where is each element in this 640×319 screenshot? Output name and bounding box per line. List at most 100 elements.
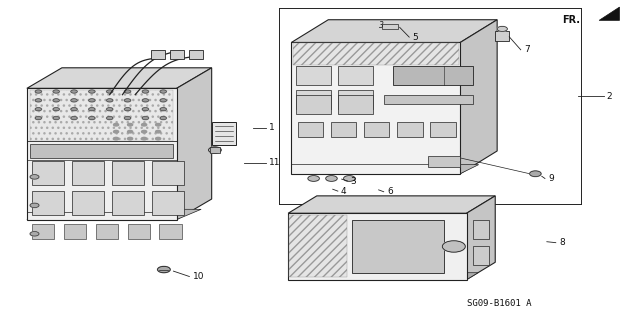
- Bar: [32, 191, 64, 215]
- Circle shape: [141, 137, 147, 140]
- Text: 11: 11: [269, 158, 280, 167]
- Polygon shape: [27, 88, 177, 219]
- Circle shape: [157, 266, 170, 273]
- Bar: [152, 191, 184, 215]
- Circle shape: [89, 90, 95, 93]
- Bar: [112, 161, 144, 185]
- Circle shape: [71, 108, 77, 111]
- Circle shape: [308, 176, 319, 181]
- Bar: [338, 66, 373, 85]
- Text: SG09-B1601 A: SG09-B1601 A: [467, 299, 531, 308]
- Polygon shape: [288, 273, 478, 280]
- Bar: [298, 122, 323, 137]
- Circle shape: [124, 108, 131, 111]
- Bar: [430, 122, 456, 137]
- Text: FR.: FR.: [562, 15, 580, 25]
- Bar: [364, 122, 390, 137]
- Circle shape: [142, 108, 148, 111]
- Bar: [397, 122, 422, 137]
- Polygon shape: [291, 20, 497, 42]
- Circle shape: [106, 99, 113, 102]
- Circle shape: [127, 123, 132, 126]
- Text: 8: 8: [559, 238, 564, 247]
- Bar: [72, 161, 104, 185]
- Text: 2: 2: [607, 92, 612, 101]
- Text: 1: 1: [269, 123, 275, 132]
- Circle shape: [53, 116, 60, 120]
- Bar: [338, 95, 373, 114]
- Circle shape: [160, 99, 166, 102]
- Circle shape: [442, 241, 465, 252]
- Circle shape: [142, 99, 148, 102]
- Bar: [473, 219, 489, 239]
- Polygon shape: [288, 213, 467, 280]
- Circle shape: [156, 137, 161, 140]
- Polygon shape: [288, 196, 495, 213]
- Circle shape: [497, 26, 508, 32]
- Circle shape: [106, 108, 113, 111]
- Circle shape: [113, 130, 118, 133]
- Circle shape: [53, 108, 60, 111]
- Circle shape: [326, 176, 337, 181]
- Circle shape: [344, 176, 355, 181]
- Circle shape: [89, 108, 95, 111]
- Bar: [352, 219, 444, 273]
- Circle shape: [127, 130, 132, 133]
- Bar: [495, 32, 509, 41]
- Bar: [331, 122, 356, 137]
- Circle shape: [71, 116, 77, 120]
- Circle shape: [113, 123, 118, 126]
- Circle shape: [30, 175, 39, 179]
- Bar: [112, 191, 144, 215]
- Circle shape: [89, 116, 95, 120]
- Circle shape: [124, 116, 131, 120]
- Polygon shape: [460, 20, 497, 174]
- Bar: [32, 161, 64, 185]
- Bar: [296, 66, 332, 85]
- Bar: [170, 50, 184, 59]
- Bar: [96, 224, 118, 239]
- Circle shape: [209, 147, 221, 153]
- Circle shape: [160, 116, 166, 120]
- Bar: [159, 224, 182, 239]
- Circle shape: [35, 90, 42, 93]
- Circle shape: [106, 90, 113, 93]
- Bar: [32, 224, 54, 239]
- Text: 6: 6: [387, 187, 393, 196]
- Bar: [64, 224, 86, 239]
- Bar: [473, 247, 489, 265]
- Text: 9: 9: [548, 174, 554, 183]
- Text: 10: 10: [193, 272, 204, 281]
- Circle shape: [35, 116, 42, 120]
- Bar: [189, 50, 204, 59]
- Polygon shape: [291, 42, 460, 174]
- Circle shape: [160, 90, 166, 93]
- Polygon shape: [291, 165, 479, 174]
- Circle shape: [124, 90, 131, 93]
- Bar: [296, 95, 332, 114]
- Bar: [383, 24, 397, 29]
- Bar: [30, 144, 173, 158]
- Circle shape: [113, 137, 118, 140]
- Circle shape: [30, 232, 39, 236]
- Circle shape: [35, 108, 42, 111]
- Bar: [292, 43, 459, 65]
- Bar: [384, 95, 473, 104]
- Polygon shape: [27, 68, 212, 88]
- Bar: [289, 215, 347, 277]
- Bar: [394, 66, 473, 85]
- Circle shape: [127, 137, 132, 140]
- Circle shape: [53, 99, 60, 102]
- Bar: [428, 156, 460, 167]
- Bar: [338, 90, 373, 109]
- Text: 3: 3: [379, 21, 383, 30]
- Circle shape: [71, 99, 77, 102]
- Text: 3: 3: [351, 176, 356, 186]
- Circle shape: [30, 203, 39, 208]
- Circle shape: [142, 116, 148, 120]
- Polygon shape: [467, 196, 495, 280]
- Bar: [152, 161, 184, 185]
- Bar: [151, 50, 165, 59]
- Circle shape: [530, 171, 541, 177]
- Circle shape: [106, 116, 113, 120]
